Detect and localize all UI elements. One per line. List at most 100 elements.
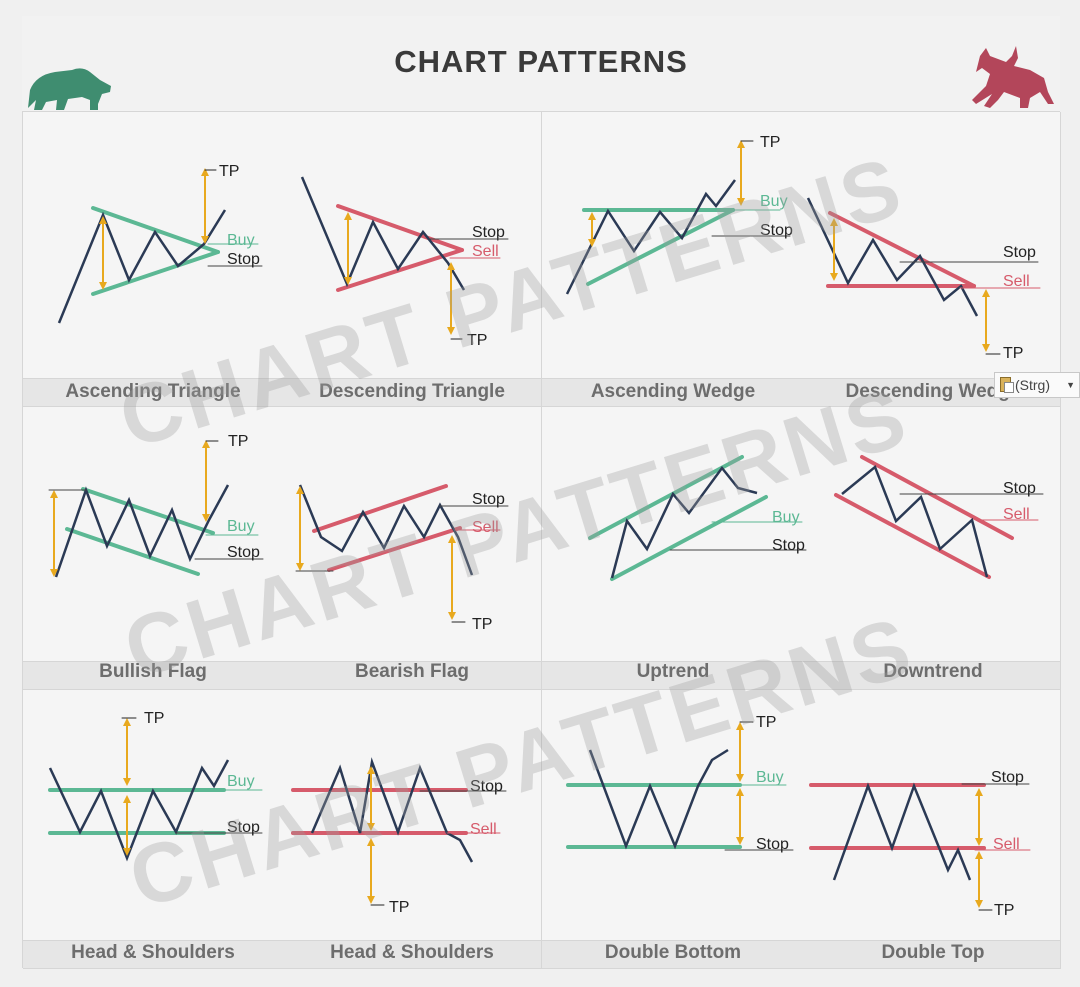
arrow-head	[202, 514, 210, 522]
marker-buy: Buy	[227, 518, 255, 535]
marker-buy: Buy	[760, 193, 788, 210]
resistance-line	[588, 455, 744, 540]
price-path	[57, 209, 227, 324]
resistance-line	[860, 455, 1014, 540]
pattern-label: Bearish Flag	[354, 661, 470, 682]
label-band	[23, 378, 541, 406]
arrow-head	[296, 563, 304, 571]
arrow-head	[367, 896, 375, 904]
support-line	[586, 208, 735, 286]
support-line	[834, 493, 991, 579]
resistance-line	[91, 206, 220, 254]
marker-buy: Buy	[772, 509, 800, 526]
arrow-head	[99, 282, 107, 290]
measure-arrow	[344, 212, 352, 285]
measure-arrow	[50, 490, 58, 577]
arrow-head	[201, 168, 209, 176]
pattern-label: Ascending Triangle	[65, 381, 241, 402]
pattern-cell	[23, 407, 542, 690]
marker-stop: Stop	[227, 819, 260, 836]
pattern-cell	[23, 112, 542, 407]
arrow-head	[830, 273, 838, 281]
pattern-double-top: Stop Sell TP	[809, 769, 1031, 919]
label-band	[23, 940, 541, 968]
measure-arrow	[736, 722, 744, 782]
pattern-label: Head & Shoulders	[71, 942, 235, 963]
measure-arrow	[201, 168, 209, 244]
pattern-cell	[23, 690, 542, 969]
support-line	[327, 526, 462, 572]
pattern-downtrend: Stop Sell	[834, 455, 1044, 579]
measure-arrow	[99, 216, 107, 290]
arrow-head	[736, 788, 744, 796]
marker-stop: Stop	[472, 491, 505, 508]
arrow-head	[123, 795, 131, 803]
measure-arrow	[588, 212, 596, 247]
marker-tp: TP	[228, 433, 248, 450]
support-line	[610, 495, 768, 581]
marker-stop: Stop	[772, 537, 805, 554]
marker-tp: TP	[756, 714, 776, 731]
arrow-head	[737, 198, 745, 206]
marker-sell: Sell	[472, 243, 499, 260]
arrow-head	[344, 212, 352, 220]
measure-arrow	[737, 140, 745, 206]
arrow-head	[50, 490, 58, 498]
arrow-head	[448, 612, 456, 620]
marker-stop: Stop	[227, 544, 260, 561]
marker-tp: TP	[144, 710, 164, 727]
pattern-cell	[542, 407, 1061, 690]
clipboard-icon	[1000, 377, 1014, 393]
support-line	[91, 250, 220, 296]
measure-arrow	[123, 795, 131, 856]
price-path	[298, 484, 474, 576]
pattern-bearish-flag: Stop Sell TP	[295, 484, 509, 633]
price-path	[565, 179, 737, 295]
support-line	[65, 527, 200, 576]
price-path	[806, 197, 979, 317]
pattern-cell	[542, 690, 1061, 969]
arrow-head	[99, 216, 107, 224]
pattern-ascending-wedge: TP Buy Stop	[565, 134, 793, 295]
price-path	[54, 484, 230, 578]
pattern-label: Uptrend	[636, 661, 710, 682]
marker-buy: Buy	[756, 769, 784, 786]
marker-sell: Sell	[1003, 506, 1030, 523]
arrow-head	[201, 236, 209, 244]
marker-tp: TP	[994, 902, 1014, 919]
marker-tp: TP	[467, 332, 487, 349]
paste-options-button[interactable]: (Strg) ▼	[994, 372, 1080, 398]
arrow-head	[736, 774, 744, 782]
measure-arrow	[367, 766, 375, 831]
resistance-line	[828, 211, 976, 288]
marker-tp: TP	[1003, 345, 1023, 362]
pattern-label: Descending Wedge	[845, 381, 1021, 402]
marker-buy: Buy	[227, 232, 255, 249]
measure-arrow	[296, 486, 304, 571]
pattern-label: Head & Shoulders	[330, 942, 494, 963]
marker-sell: Sell	[1003, 273, 1030, 290]
arrow-head	[736, 837, 744, 845]
pattern-label: Descending Triangle	[319, 381, 505, 402]
arrow-head	[123, 848, 131, 856]
arrow-head	[367, 823, 375, 831]
arrow-head	[202, 440, 210, 448]
pattern-label: Downtrend	[883, 661, 983, 682]
pattern-ascending-triangle: TP Buy Stop	[57, 163, 263, 324]
bear-icon	[28, 68, 111, 110]
price-path	[588, 748, 729, 850]
price-path	[841, 464, 989, 578]
marker-tp: TP	[472, 616, 492, 633]
arrow-head	[975, 851, 983, 859]
bear-shape	[28, 68, 111, 110]
marker-stop: Stop	[470, 778, 503, 795]
arrow-head	[975, 900, 983, 908]
arrow-head	[367, 766, 375, 774]
arrow-head	[123, 718, 131, 726]
pattern-label: Double Bottom	[604, 942, 742, 963]
marker-stop: Stop	[991, 769, 1024, 786]
resistance-line	[81, 487, 215, 535]
arrow-head	[344, 277, 352, 285]
pattern-bullish-flag: TP Buy Stop	[48, 433, 264, 578]
